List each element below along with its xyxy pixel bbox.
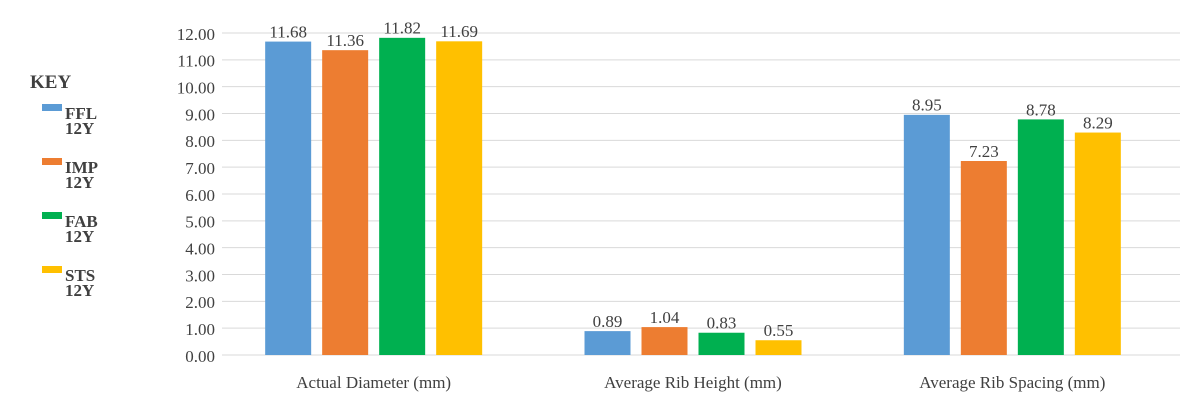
y-tick-label: 5.00: [185, 213, 215, 232]
y-tick-label: 12.00: [177, 25, 215, 44]
value-label: 8.78: [1026, 100, 1056, 119]
legend-entry: FAB 12Y: [30, 208, 120, 262]
legend-entry: IMP 12Y: [30, 154, 120, 208]
bar: [584, 331, 631, 355]
legend-title: KEY: [30, 72, 72, 93]
legend: KEY FFL 12Y IMP 12Y FAB 12Y STS 12Y: [30, 72, 120, 316]
value-label: 11.36: [326, 31, 364, 50]
x-tick-label: Average Rib Height (mm): [604, 373, 782, 392]
x-tick-label: Average Rib Spacing (mm): [919, 373, 1105, 392]
value-label: 8.95: [912, 96, 942, 115]
legend-label: IMP 12Y: [65, 158, 98, 192]
value-label: 0.83: [707, 314, 737, 333]
bar: [903, 114, 950, 355]
bar: [1074, 132, 1121, 355]
value-label: 11.68: [269, 22, 307, 41]
y-tick-label: 3.00: [185, 266, 215, 285]
value-label: 0.89: [593, 312, 623, 331]
y-tick-label: 7.00: [185, 159, 215, 178]
y-tick-label: 2.00: [185, 293, 215, 312]
y-tick-label: 0.00: [185, 347, 215, 366]
legend-swatch: [42, 212, 62, 219]
y-tick-label: 10.00: [177, 79, 215, 98]
legend-swatch: [42, 158, 62, 165]
value-label: 11.82: [383, 19, 421, 38]
bar: [1017, 119, 1064, 355]
legend-entry: STS 12Y: [30, 262, 120, 316]
bar: [960, 160, 1007, 355]
legend-label: FFL 12Y: [65, 104, 97, 138]
bar: [755, 340, 802, 355]
legend-label: FAB 12Y: [65, 212, 98, 246]
legend-label: STS 12Y: [65, 266, 96, 300]
value-label: 11.69: [440, 22, 478, 41]
legend-swatch: [42, 104, 62, 111]
bar: [436, 41, 483, 356]
y-tick-label: 6.00: [185, 186, 215, 205]
y-tick-label: 1.00: [185, 320, 215, 339]
y-tick-label: 8.00: [185, 132, 215, 151]
bar: [379, 37, 426, 356]
x-tick-label: Actual Diameter (mm): [296, 373, 451, 392]
y-tick-label: 9.00: [185, 105, 215, 124]
value-label: 8.29: [1083, 113, 1113, 132]
y-tick-label: 4.00: [185, 240, 215, 259]
legend-swatch: [42, 266, 62, 273]
bar: [322, 50, 369, 355]
y-tick-label: 11.00: [177, 52, 215, 71]
value-label: 7.23: [969, 142, 999, 161]
value-label: 0.55: [764, 321, 794, 340]
legend-entry: FFL 12Y: [30, 100, 120, 154]
bar: [641, 327, 688, 355]
bar: [698, 332, 745, 355]
value-label: 1.04: [650, 308, 680, 327]
bar: [265, 41, 312, 355]
